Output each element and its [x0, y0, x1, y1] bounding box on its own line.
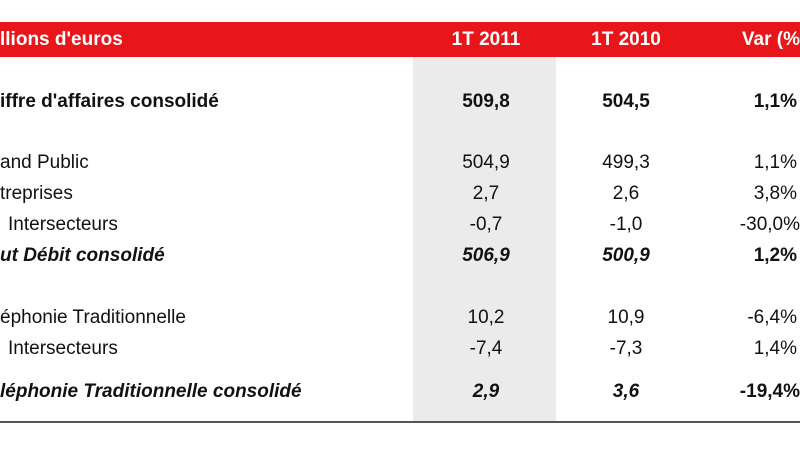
- cell: 1,2%: [753, 245, 797, 266]
- cell: 504,9: [462, 152, 510, 173]
- cell: 509,8: [462, 91, 510, 112]
- cell: 3,8%: [753, 183, 797, 204]
- row-label: iffre d'affaires consolidé: [0, 91, 219, 112]
- cell: 10,9: [607, 307, 645, 328]
- highlight-column: [413, 57, 556, 421]
- cell: 504,5: [602, 91, 650, 112]
- cell: 2,9: [472, 381, 500, 402]
- cell: -7,3: [609, 338, 643, 359]
- row-label: and Public: [0, 152, 89, 173]
- cell: -30,0%: [739, 214, 800, 235]
- cell: -1,0: [609, 214, 643, 235]
- cell: -19,4%: [739, 381, 800, 402]
- row-label: Intersecteurs: [8, 338, 118, 359]
- cell: 500,9: [602, 245, 650, 266]
- row-label: ut Débit consolidé: [0, 245, 165, 266]
- cell: 1,1%: [753, 152, 797, 173]
- cell: -6,4%: [747, 307, 797, 328]
- bottom-rule: [0, 421, 800, 423]
- header-bar: [0, 22, 800, 57]
- cell: 3,6: [612, 381, 640, 402]
- cell: 499,3: [602, 152, 650, 173]
- cell: 1,1%: [753, 91, 797, 112]
- row-label: treprises: [0, 183, 73, 204]
- cell: 2,6: [612, 183, 640, 204]
- cell: 10,2: [467, 307, 505, 328]
- row-label: éphonie Traditionnelle: [0, 307, 186, 328]
- cell: 2,7: [472, 183, 500, 204]
- row-label: léphonie Traditionnelle consolidé: [0, 381, 302, 402]
- header-cell: Var (%: [741, 29, 800, 50]
- cell: -7,4: [469, 338, 503, 359]
- header-cell: llions d'euros: [0, 29, 123, 50]
- cell: 1,4%: [753, 338, 797, 359]
- header-cell: 1T 2010: [591, 29, 661, 50]
- header-cell: 1T 2011: [451, 29, 521, 50]
- row-label: Intersecteurs: [8, 214, 118, 235]
- cell: 506,9: [462, 245, 510, 266]
- cell: -0,7: [469, 214, 503, 235]
